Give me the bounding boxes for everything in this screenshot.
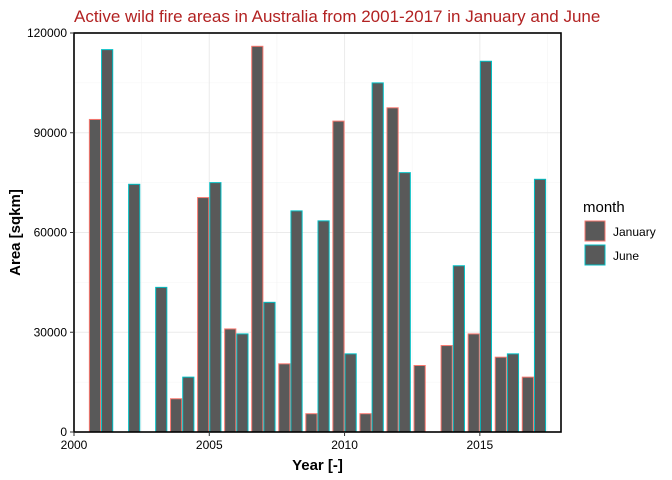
bar-june-2004 (182, 376, 195, 433)
bar-june-2014 (452, 265, 465, 433)
bar-january-2012 (386, 107, 399, 433)
bar-june-2009 (317, 220, 330, 433)
y-tick-label: 60000 (34, 226, 68, 240)
y-tick-label: 120000 (27, 26, 67, 40)
y-tick-label: 90000 (34, 126, 68, 140)
legend-items: January June (584, 220, 656, 266)
x-axis-ticks: 2000 2005 2010 2015 (61, 432, 494, 452)
bar-january-2007 (251, 45, 264, 433)
bar-january-2009 (305, 413, 318, 433)
bar-june-2017 (533, 178, 547, 433)
bar-june-2005 (209, 182, 222, 433)
bar-june-2002 (128, 183, 141, 433)
legend-key-january (584, 220, 606, 242)
bar-june-2006 (236, 333, 249, 433)
legend-label-june: June (613, 249, 639, 263)
bar-january-2005 (197, 197, 210, 433)
y-tick-label: 30000 (34, 325, 68, 339)
bar-june-2001 (101, 49, 114, 433)
bar-january-2014 (440, 345, 453, 433)
bar-january-2013 (413, 365, 426, 433)
legend-title: month (583, 199, 625, 216)
legend: month January June (583, 199, 656, 266)
bar-june-2007 (263, 301, 276, 433)
bar-january-2015 (467, 333, 480, 433)
bar-january-2006 (224, 328, 237, 433)
bar-january-2004 (170, 398, 183, 433)
x-tick-label: 2000 (61, 438, 88, 452)
legend-label-january: January (613, 225, 656, 239)
bar-january-2011 (359, 413, 372, 433)
bar-january-2001 (88, 118, 102, 433)
bar-june-2016 (506, 353, 520, 433)
y-axis-ticks: 0 30000 60000 90000 120000 (27, 26, 74, 439)
x-tick-label: 2010 (331, 438, 358, 452)
x-tick-label: 2015 (466, 438, 493, 452)
bar-january-2010 (332, 120, 345, 433)
bar-january-2016 (494, 356, 507, 433)
y-axis-title: Area [sqkm] (7, 189, 24, 276)
bar-january-2017 (521, 376, 534, 433)
bar-january-2008 (278, 363, 291, 433)
bar-june-2008 (290, 210, 303, 433)
legend-key-june (584, 244, 606, 266)
x-axis-title: Year [-] (292, 457, 343, 474)
bar-june-2003 (155, 286, 168, 433)
y-tick-label: 0 (60, 425, 67, 439)
bar-june-2012 (398, 172, 411, 433)
bars (88, 45, 547, 433)
x-tick-label: 2005 (196, 438, 223, 452)
bar-june-2011 (371, 82, 384, 433)
bar-june-2010 (344, 353, 357, 433)
bar-june-2015 (479, 60, 493, 433)
chart-title: Active wild fire areas in Australia from… (74, 7, 600, 26)
